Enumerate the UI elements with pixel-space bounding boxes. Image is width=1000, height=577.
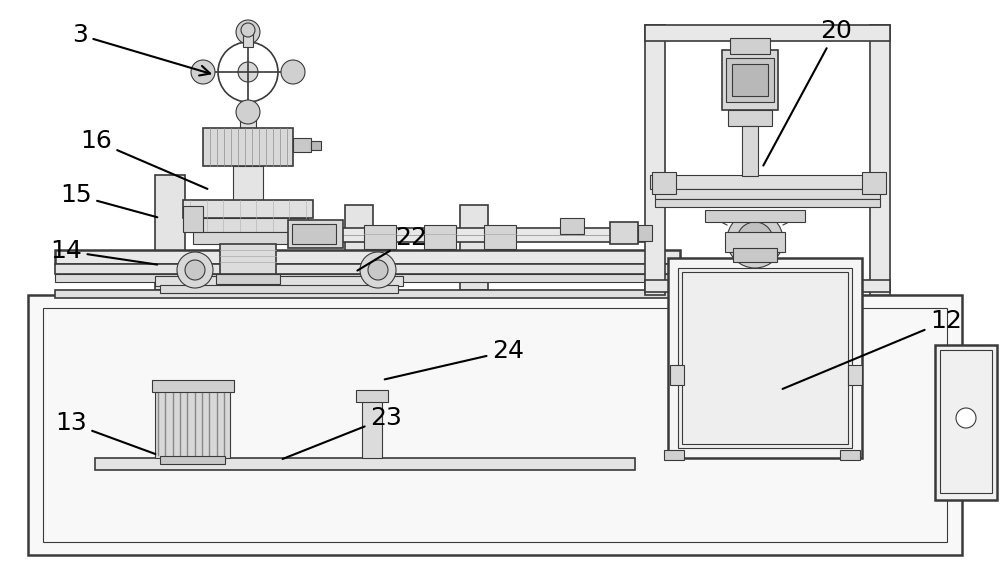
Bar: [362, 392, 382, 458]
Bar: [664, 450, 684, 460]
Bar: [55, 264, 680, 274]
Bar: [216, 274, 280, 284]
Circle shape: [956, 408, 976, 428]
Bar: [733, 248, 777, 262]
Bar: [43, 308, 947, 542]
Bar: [655, 199, 880, 207]
Bar: [183, 206, 203, 232]
Bar: [862, 172, 886, 194]
Circle shape: [238, 62, 258, 82]
Bar: [650, 175, 885, 189]
Circle shape: [737, 222, 773, 258]
Bar: [220, 244, 276, 274]
Bar: [155, 175, 185, 290]
Bar: [705, 210, 805, 222]
Bar: [28, 295, 962, 555]
Bar: [870, 25, 890, 295]
Bar: [645, 25, 665, 295]
Bar: [155, 276, 403, 286]
Bar: [160, 285, 398, 293]
Text: 12: 12: [783, 309, 962, 389]
Bar: [293, 138, 311, 152]
Bar: [940, 350, 992, 493]
Bar: [183, 200, 313, 218]
Bar: [236, 132, 260, 140]
Bar: [188, 218, 308, 232]
Text: 14: 14: [50, 239, 157, 265]
Bar: [292, 224, 336, 244]
Bar: [725, 232, 785, 252]
Bar: [160, 456, 225, 464]
Text: 23: 23: [283, 406, 402, 459]
Bar: [652, 172, 676, 194]
Bar: [732, 64, 768, 96]
Circle shape: [177, 252, 213, 288]
Bar: [728, 110, 772, 126]
Bar: [742, 126, 758, 176]
Bar: [610, 222, 638, 244]
Bar: [240, 112, 256, 132]
Circle shape: [236, 100, 260, 124]
Bar: [424, 225, 456, 249]
Text: 3: 3: [72, 23, 210, 76]
Bar: [484, 225, 516, 249]
Bar: [726, 58, 774, 102]
Circle shape: [236, 20, 260, 44]
Bar: [356, 390, 388, 402]
Bar: [460, 205, 488, 290]
Bar: [935, 345, 997, 500]
Circle shape: [360, 252, 396, 288]
Bar: [243, 32, 253, 47]
Bar: [670, 365, 684, 385]
Bar: [203, 128, 293, 166]
Circle shape: [368, 260, 388, 280]
Bar: [840, 450, 860, 460]
Bar: [345, 205, 373, 290]
Text: 22: 22: [357, 226, 427, 271]
Text: 13: 13: [55, 411, 155, 454]
Bar: [311, 141, 321, 150]
Bar: [848, 365, 862, 385]
Bar: [730, 38, 770, 54]
Bar: [722, 50, 778, 110]
Bar: [55, 290, 680, 298]
Bar: [655, 189, 880, 199]
Bar: [288, 220, 343, 248]
Bar: [295, 228, 655, 242]
Bar: [645, 280, 890, 292]
Text: 16: 16: [80, 129, 207, 189]
Bar: [645, 25, 890, 41]
Circle shape: [185, 260, 205, 280]
Text: 20: 20: [763, 19, 852, 166]
Text: 24: 24: [385, 339, 524, 379]
Bar: [233, 166, 263, 206]
Circle shape: [191, 60, 215, 84]
Bar: [55, 250, 680, 264]
Bar: [682, 272, 848, 444]
Circle shape: [241, 23, 255, 37]
Bar: [668, 258, 862, 458]
Bar: [560, 218, 584, 234]
Text: 15: 15: [60, 183, 157, 218]
Bar: [364, 225, 396, 249]
Circle shape: [727, 212, 783, 268]
Bar: [193, 232, 303, 244]
Bar: [678, 268, 852, 448]
Bar: [638, 225, 652, 241]
Bar: [155, 390, 230, 458]
Bar: [152, 380, 234, 392]
Bar: [95, 458, 635, 470]
Circle shape: [281, 60, 305, 84]
Bar: [55, 274, 680, 282]
